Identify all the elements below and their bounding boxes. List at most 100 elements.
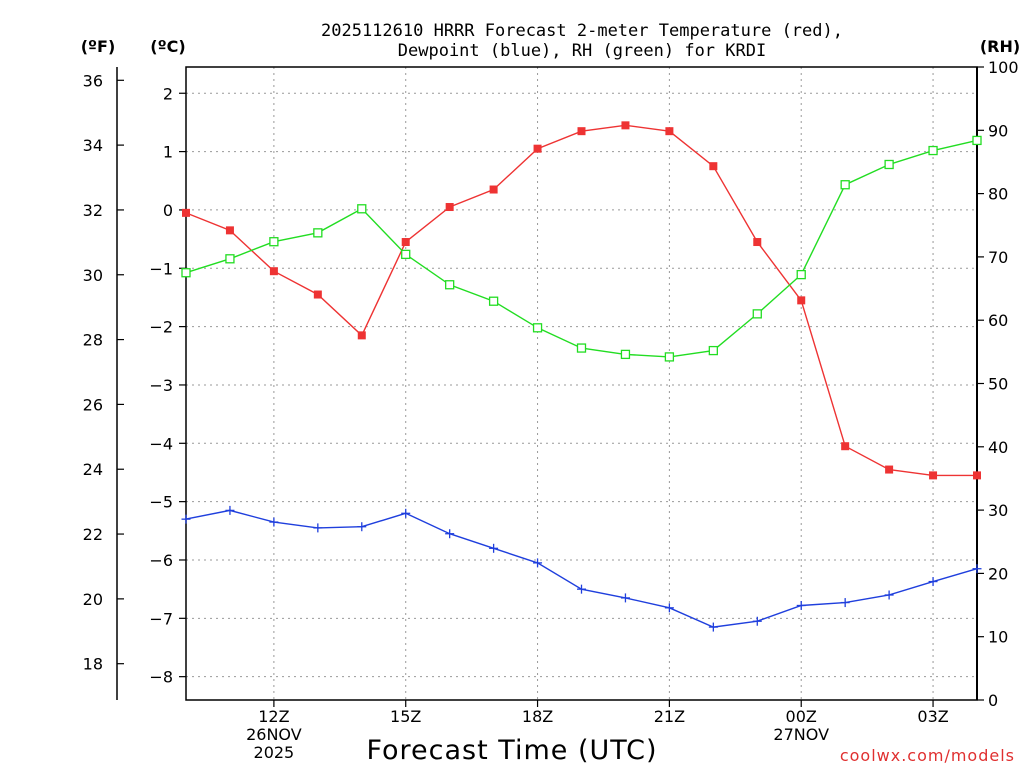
- series-1-point-4: [357, 522, 367, 532]
- celsius-tick-label-3: −1: [149, 259, 173, 278]
- series-0-point-8: [533, 144, 542, 153]
- series-2: [181, 135, 982, 362]
- celsius-tick-label-0: 2: [163, 84, 173, 103]
- series-0-point-10: [621, 121, 630, 130]
- series-0-point-17: [929, 471, 938, 480]
- axes: 36343230282624222018210−1−2−3−4−5−6−7−81…: [83, 58, 1019, 710]
- series-1-point-2: [269, 517, 279, 527]
- plot-frame: [185, 66, 978, 701]
- celsius-tick-label-10: −8: [149, 668, 173, 687]
- series-line-2: [185, 139, 978, 358]
- celsius-tick-label-9: −7: [149, 609, 173, 628]
- series-0-point-0: [182, 208, 190, 217]
- series-1: [181, 505, 982, 632]
- series-2-point-15: [840, 180, 850, 190]
- rh-tick-label-8: 20: [988, 564, 1008, 583]
- series-0-point-5: [401, 238, 410, 247]
- series-1-point-14: [796, 600, 806, 610]
- series-1-point-0: [181, 514, 191, 524]
- series-0-point-13: [753, 238, 762, 247]
- x-tick-label-5-0: 03Z: [917, 707, 948, 726]
- x-axis-label: Forecast Time (UTC): [366, 735, 657, 766]
- fahrenheit-tick-label-9: 18: [83, 655, 103, 674]
- celsius-tick-label-6: −4: [149, 434, 173, 453]
- series-2-point-11: [664, 352, 675, 362]
- series-1-point-1: [225, 505, 235, 515]
- celsius-tick-label-5: −3: [149, 376, 173, 395]
- rh-unit-label: (RH): [980, 37, 1020, 56]
- series-2-point-8: [532, 323, 543, 333]
- series-0-point-3: [313, 290, 322, 299]
- series-0-point-14: [797, 296, 806, 305]
- series-1-point-8: [533, 558, 543, 568]
- series-line-1: [185, 509, 978, 628]
- x-tick-label-0-0: 12Z: [258, 707, 289, 726]
- series-1-point-6: [445, 529, 455, 539]
- series-1-point-3: [313, 523, 323, 533]
- fahrenheit-tick-label-2: 32: [83, 201, 103, 220]
- celsius-unit-label: (ºC): [150, 37, 185, 56]
- series-1-point-18: [972, 564, 982, 574]
- series-1-point-15: [840, 598, 850, 608]
- fahrenheit-tick-label-6: 24: [83, 460, 103, 479]
- series-2-point-2: [269, 237, 279, 247]
- series-1-point-17: [928, 577, 938, 587]
- series-0-point-18: [973, 471, 981, 480]
- x-tick-label-0-2: 2025: [254, 743, 295, 762]
- fahrenheit-unit-label: (ºF): [81, 37, 116, 56]
- series-0-point-9: [577, 127, 586, 136]
- series-2-point-13: [752, 309, 762, 319]
- series-2-point-1: [225, 254, 235, 264]
- chart-title-line-1: 2025112610 HRRR Forecast 2-meter Tempera…: [321, 21, 843, 41]
- series-1-point-5: [401, 508, 411, 518]
- series-2-point-6: [445, 280, 455, 290]
- series-0-point-11: [665, 127, 674, 136]
- series-0: [182, 121, 981, 480]
- series-2-point-9: [576, 343, 587, 353]
- series-0-point-12: [709, 162, 718, 171]
- series-2-point-16: [884, 159, 894, 170]
- rh-tick-label-5: 50: [988, 375, 1008, 394]
- series-0-point-1: [225, 226, 234, 235]
- series-2-point-4: [357, 204, 367, 214]
- series-2-point-5: [401, 249, 411, 260]
- celsius-tick-label-4: −2: [149, 318, 173, 337]
- x-tick-label-2-0: 18Z: [522, 707, 553, 726]
- fahrenheit-tick-label-4: 28: [83, 331, 103, 350]
- rh-tick-label-9: 10: [988, 628, 1008, 647]
- series-2-point-3: [313, 228, 323, 238]
- series-0-point-16: [885, 465, 894, 474]
- grid-lines: [186, 67, 977, 700]
- series-1-point-12: [708, 622, 718, 632]
- fahrenheit-tick-label-7: 22: [83, 525, 103, 544]
- credit-text: coolwx.com/models: [840, 746, 1015, 765]
- fahrenheit-tick-label-1: 34: [83, 136, 103, 155]
- rh-tick-label-3: 70: [988, 248, 1008, 267]
- series-0-point-2: [269, 267, 278, 276]
- x-tick-label-0-1: 26NOV: [246, 725, 302, 744]
- rh-tick-label-0: 100: [988, 58, 1019, 77]
- series-1-point-11: [664, 603, 674, 613]
- data-series: [181, 121, 982, 632]
- x-tick-label-3-0: 21Z: [654, 707, 685, 726]
- series-1-point-7: [489, 543, 499, 553]
- x-tick-label-4-0: 00Z: [786, 707, 817, 726]
- series-0-point-7: [489, 185, 498, 194]
- rh-tick-label-7: 30: [988, 501, 1008, 520]
- fahrenheit-tick-label-3: 30: [83, 266, 103, 285]
- fahrenheit-tick-label-8: 20: [83, 590, 103, 609]
- series-2-point-17: [928, 145, 938, 156]
- series-2-point-14: [796, 269, 806, 280]
- series-2-point-12: [708, 345, 718, 356]
- rh-tick-label-1: 90: [988, 121, 1008, 140]
- series-1-point-9: [577, 584, 586, 594]
- fahrenheit-tick-label-5: 26: [83, 395, 103, 414]
- series-2-point-10: [620, 349, 631, 360]
- series-2-point-7: [488, 296, 499, 306]
- series-2-point-18: [972, 135, 982, 146]
- celsius-tick-label-7: −5: [149, 493, 173, 512]
- series-0-point-15: [841, 442, 850, 451]
- rh-tick-label-2: 80: [988, 185, 1008, 204]
